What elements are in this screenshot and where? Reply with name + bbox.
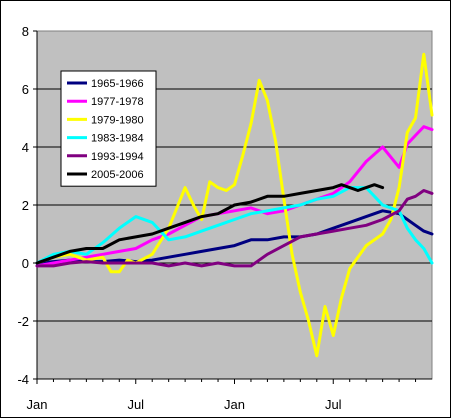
y-tick-label: 8	[22, 24, 29, 39]
series-line-1983-1984	[35, 186, 434, 265]
x-tick-label: Jan	[27, 397, 48, 412]
series-line-1993-1994	[35, 189, 434, 268]
y-tick-label: 4	[22, 140, 29, 155]
y-tick-label: 0	[22, 256, 29, 271]
x-tick-label: Jul	[127, 397, 144, 412]
series-line-1977-1978	[35, 125, 434, 268]
legend-label: 1965-1966	[91, 78, 144, 90]
series-line-1979-1980	[35, 52, 434, 358]
y-tick-label: 6	[22, 82, 29, 97]
x-tick-label: Jul	[325, 397, 342, 412]
y-tick-label: -2	[17, 314, 29, 329]
x-tick-label: Jan	[224, 397, 245, 412]
legend-label: 1977-1978	[91, 96, 144, 108]
legend	[60, 70, 157, 187]
series-line-2005-2006	[35, 183, 385, 265]
legend-label: 1979-1980	[91, 114, 144, 126]
y-tick-label: -4	[17, 372, 29, 387]
legend-label: 2005-2006	[91, 169, 144, 181]
legend-label: 1983-1984	[91, 133, 144, 145]
y-tick-label: 2	[22, 198, 29, 213]
legend-label: 1993-1994	[91, 151, 144, 163]
